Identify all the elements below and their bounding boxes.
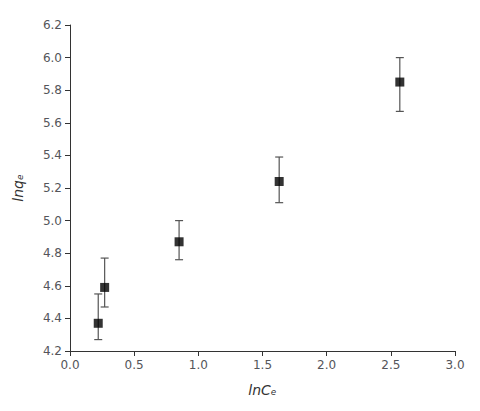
svg-text:2.5: 2.5 [381, 358, 400, 372]
svg-text:5.4: 5.4 [43, 148, 62, 162]
svg-text:0.0: 0.0 [60, 358, 79, 372]
svg-text:6.2: 6.2 [43, 18, 62, 32]
svg-text:0.5: 0.5 [125, 358, 144, 372]
svg-text:4.6: 4.6 [43, 279, 62, 293]
svg-text:5.2: 5.2 [43, 181, 62, 195]
svg-text:4.8: 4.8 [43, 246, 62, 260]
svg-text:lnCₑ: lnCₑ [248, 382, 277, 398]
svg-text:2.0: 2.0 [317, 358, 336, 372]
svg-text:lnqₑ: lnqₑ [10, 174, 26, 202]
svg-text:3.0: 3.0 [445, 358, 464, 372]
svg-text:5.6: 5.6 [43, 116, 62, 130]
svg-text:1.0: 1.0 [189, 358, 208, 372]
svg-text:1.5: 1.5 [253, 358, 272, 372]
svg-text:4.2: 4.2 [43, 344, 62, 358]
svg-text:5.8: 5.8 [43, 83, 62, 97]
svg-text:5.0: 5.0 [43, 214, 62, 228]
svg-text:4.4: 4.4 [43, 311, 62, 325]
svg-text:6.0: 6.0 [43, 51, 62, 65]
